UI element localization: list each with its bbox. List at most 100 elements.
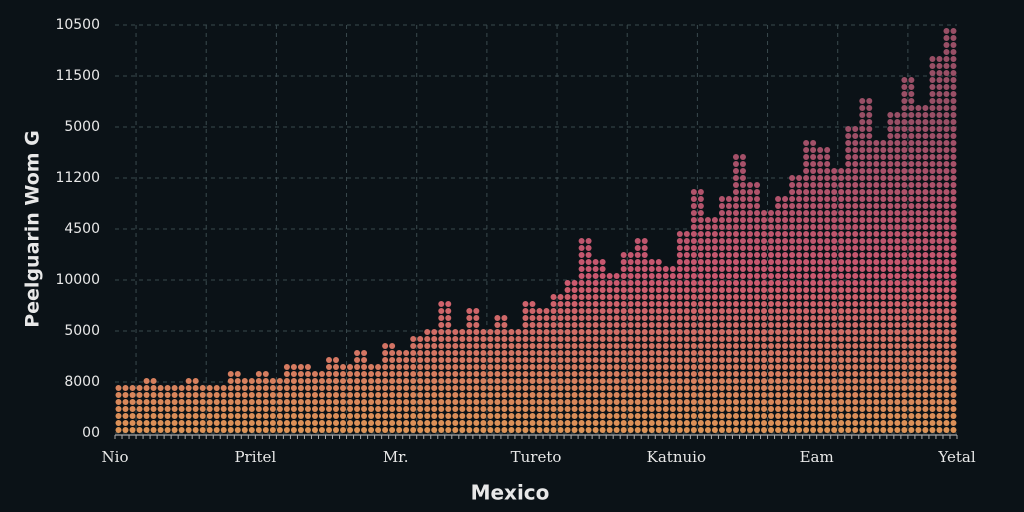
dot [782,231,789,237]
dot [873,154,880,160]
dot [396,406,403,412]
dot [838,203,845,209]
dot [782,308,789,314]
dot [761,301,768,307]
dot [683,350,690,356]
dot [894,112,901,118]
dot [578,322,585,328]
dot [641,287,648,293]
dot [115,413,122,419]
dot [697,322,704,328]
dot [782,371,789,377]
dot [725,273,732,279]
dot [810,259,817,265]
dot [768,378,775,384]
dot [431,406,438,412]
dot [936,406,943,412]
dot [950,273,957,279]
dot [936,217,943,223]
dot [880,175,887,181]
dot [578,294,585,300]
dot [873,413,880,419]
dot [199,427,206,433]
dot [613,357,620,363]
dot [536,343,543,349]
dot [768,259,775,265]
dot [599,406,606,412]
dot [803,294,810,300]
dot [648,364,655,370]
dot [417,378,424,384]
dot [333,406,339,412]
dot [354,350,361,356]
dot [620,378,627,384]
dot [894,378,901,384]
dot [627,252,634,258]
dot [725,308,732,314]
dot [915,322,922,328]
dot [873,217,880,223]
dot [922,105,929,111]
dot [824,182,831,188]
dot [122,427,129,433]
dot [382,350,389,356]
dot [796,329,803,335]
dot [880,329,887,335]
dot [634,371,641,377]
dot [206,399,213,405]
dot [557,413,564,419]
dot [690,238,697,244]
dot [683,420,690,426]
dot [894,266,901,272]
dot [929,231,936,237]
dot [452,385,459,391]
dot [922,385,929,391]
dot [718,224,725,230]
dot [389,343,396,349]
dot [739,371,746,377]
dot [557,392,564,398]
dot [922,280,929,286]
dot [445,406,452,412]
dot [613,336,620,342]
dot [578,399,585,405]
dot [873,350,880,356]
dot [157,420,164,426]
dot [690,364,697,370]
dot [845,378,852,384]
dot-column [213,385,227,433]
dot [283,385,290,391]
dot-column [129,385,143,433]
dot [894,329,901,335]
dot [838,224,845,230]
dot [838,252,845,258]
dot [887,238,894,244]
dot [739,273,746,279]
dot [775,266,782,272]
dot [683,238,690,244]
dot [761,294,768,300]
dot [845,273,852,279]
dot [522,378,529,384]
dot [817,182,824,188]
dot [754,378,760,384]
dot [761,343,768,349]
dot [908,371,915,377]
dot [761,392,768,398]
dot [704,224,711,230]
dot [732,182,739,188]
dot [171,406,178,412]
dot [866,378,873,384]
dot [136,406,143,412]
dot [943,119,950,125]
dot [564,322,571,328]
dot [690,406,697,412]
dot [690,392,697,398]
dot [389,385,396,391]
dot [206,420,213,426]
dot [494,371,501,377]
dot [950,196,957,202]
dot [480,413,487,419]
dot [739,182,746,188]
dot [318,385,325,391]
